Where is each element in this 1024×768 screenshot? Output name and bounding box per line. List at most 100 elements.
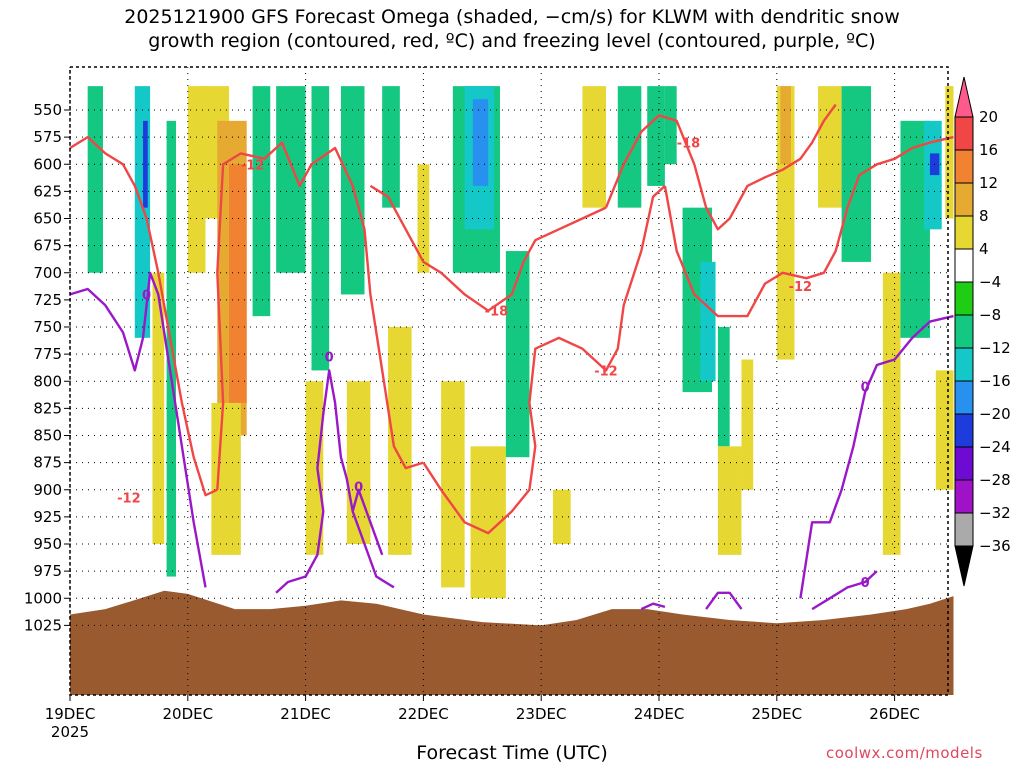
omega-cell (417, 164, 430, 273)
y-tick-label: 650 (33, 210, 62, 228)
omega-cell (617, 86, 642, 208)
terrain-area (70, 590, 954, 695)
plot-frame (69, 66, 949, 696)
colorbar-bin (954, 347, 974, 382)
omega-cell (211, 402, 241, 555)
omega-cell (664, 86, 677, 165)
colorbar-bin (954, 380, 974, 415)
colorbar: 20 16 12 8 4 −4 −8 −12 −16 −20 −24 −28 −32 −36 (954, 76, 1011, 587)
colorbar-top-arrow (954, 76, 974, 118)
omega-cell (935, 370, 954, 490)
freezing-level-contour-line (705, 591, 743, 610)
x-tick-label: 22DEC (398, 705, 449, 723)
watermark-link[interactable]: coolwx.com/models (826, 744, 983, 762)
y-tick-label: 975 (33, 562, 62, 580)
y-tick-label: 575 (33, 128, 62, 146)
dgz-contour-line (604, 103, 837, 231)
x-tick-label: 20DEC (163, 705, 214, 723)
colorbar-bin (954, 512, 974, 547)
freezing-level-contour-label: 0 (142, 288, 151, 303)
omega-cell (717, 327, 730, 447)
freezing-level-contour-line (275, 369, 395, 594)
y-tick-label: 550 (33, 101, 62, 119)
omega-cell (882, 272, 901, 555)
x-tick-label: 25DEC (752, 705, 803, 723)
colorbar-bin (954, 413, 974, 448)
colorbar-tick-label: 12 (979, 174, 998, 192)
dgz-contour-line (663, 135, 954, 318)
colorbar-tick-label: 4 (979, 240, 989, 258)
omega-cell (717, 446, 742, 555)
omega-cell (305, 381, 324, 555)
x-axis-label: Forecast Time (UTC) (416, 742, 608, 764)
omega-cell (87, 86, 103, 273)
omega-cell (252, 86, 271, 317)
colorbar-tick-label: −20 (979, 405, 1011, 423)
omega-cell (841, 86, 872, 262)
terrain-layer (70, 590, 954, 695)
y-tick-label: 900 (33, 481, 62, 499)
contour-layer: -12 -12 -18 -12 -18 -12 0 0 0 0 0 (69, 103, 954, 611)
omega-cell (388, 327, 412, 555)
omega-cell (818, 86, 842, 208)
colorbar-bin (954, 215, 974, 250)
dgz-contour-line (216, 141, 424, 490)
colorbar-bin (954, 446, 974, 481)
omega-cell (700, 261, 716, 382)
colorbar-tick-label: 16 (979, 141, 998, 159)
colorbar-tick-label: −24 (979, 438, 1011, 456)
omega-cell (924, 120, 942, 230)
omega-cell (780, 86, 791, 165)
colorbar-tick-label: −36 (979, 537, 1011, 555)
dgz-contour-line (369, 184, 607, 312)
colorbar-tick-label: −32 (979, 504, 1011, 522)
x-tick-label: 23DEC (516, 705, 567, 723)
y-tick-label: 1025 (24, 616, 62, 634)
x-tick-label: 19DEC (45, 705, 96, 723)
dgz-contour-label: -12 (789, 280, 813, 295)
freezing-level-contour-label: 0 (861, 381, 870, 396)
colorbar-bin (954, 248, 974, 283)
dgz-contour-line (422, 185, 666, 535)
chart-title-line-1: 2025121900 GFS Forecast Omega (shaded, −… (124, 6, 900, 28)
freezing-level-contour-label: 0 (325, 350, 334, 365)
omega-cell (276, 86, 306, 273)
x-tick-label: 26DEC (869, 705, 920, 723)
y-tick-label: 850 (33, 427, 62, 445)
omega-cell (741, 359, 754, 490)
y-tick-label: 675 (33, 237, 62, 255)
omega-cell (472, 99, 489, 186)
y-tick-label: 600 (33, 155, 62, 173)
y-tick-label: 775 (33, 345, 62, 363)
freezing-level-contour-line (799, 314, 954, 599)
dgz-contour-label: -12 (241, 158, 265, 173)
freezing-level-contour-label: 0 (354, 480, 363, 495)
y-tick-label: 700 (33, 264, 62, 282)
colorbar-tick-label: −28 (979, 471, 1011, 489)
y-tick-label: 750 (33, 318, 62, 336)
y-tick-label: 725 (33, 291, 62, 309)
freezing-level-contour-line (640, 602, 666, 611)
dgz-contour-label: -18 (485, 305, 509, 320)
chart-title-line-2: growth region (contoured, red, ºC) and f… (148, 30, 876, 52)
x-tick-label: 21DEC (280, 705, 331, 723)
omega-cell (647, 86, 665, 186)
omega-cell (945, 86, 954, 219)
colorbar-bottom-arrow (954, 545, 974, 587)
omega-cell (311, 86, 330, 371)
omega-cell (143, 120, 148, 208)
y-tick-label: 800 (33, 372, 62, 390)
y-tick-label: 825 (33, 399, 62, 417)
dgz-contour-line (69, 135, 218, 497)
omega-cell (552, 489, 571, 544)
x-tick-label: 24DEC (634, 705, 685, 723)
colorbar-bin (954, 116, 974, 151)
freezing-level-contour-line (811, 570, 878, 611)
freezing-level-contour-line (351, 488, 384, 556)
omega-cell (152, 272, 165, 544)
omega-cell (382, 86, 400, 208)
y-tick-label: 950 (33, 535, 62, 553)
colorbar-tick-label: −4 (979, 273, 1001, 291)
colorbar-bin (954, 281, 974, 316)
